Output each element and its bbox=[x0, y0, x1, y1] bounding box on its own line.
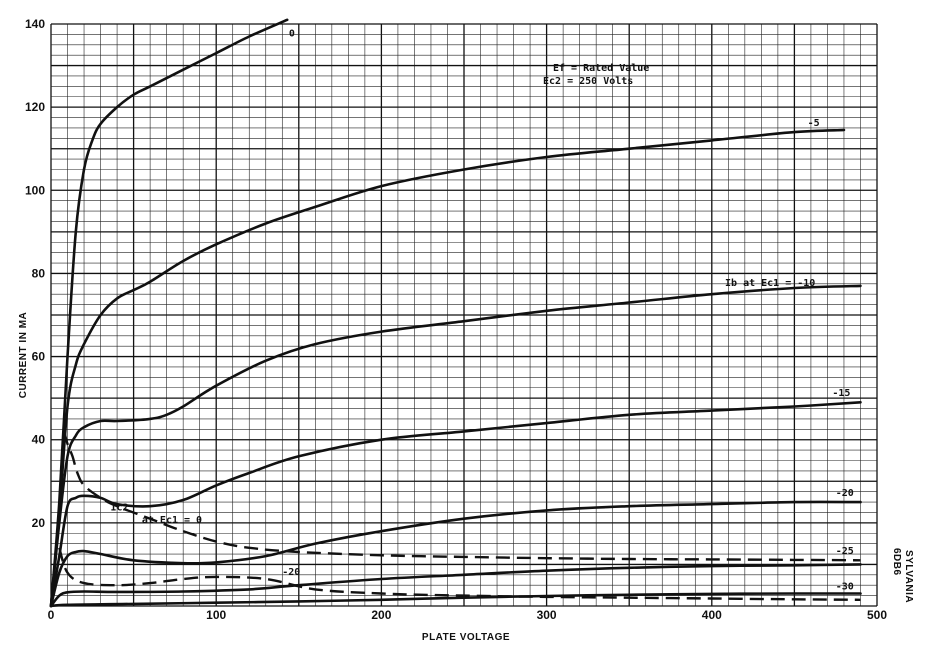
plate-current-curve bbox=[49, 401, 862, 608]
y-tick-label: 80 bbox=[32, 266, 46, 280]
y-axis-title: CURRENT IN MA bbox=[18, 312, 29, 399]
plate-current-curve bbox=[49, 284, 862, 608]
y-tick-label: 140 bbox=[25, 17, 45, 31]
x-axis-ticks: 0 100 200 300 400 500 bbox=[48, 608, 888, 622]
screen-current-curve bbox=[63, 431, 861, 562]
condition-line-1: Ef = Rated Value bbox=[553, 63, 649, 74]
plate-current-curve bbox=[49, 563, 862, 608]
curve-label: Ic2 bbox=[110, 502, 128, 513]
tube-type: 6DB6 bbox=[891, 548, 902, 576]
y-tick-label: 20 bbox=[32, 516, 46, 530]
x-tick-label: 300 bbox=[537, 608, 557, 622]
curve-labels: 0 -5 Ib at Ec1 = -10 -15 -20 -25 -30 Ic2 at Ec1 … bbox=[110, 28, 853, 592]
y-axis-ticks: 20 40 60 80 100 120 140 bbox=[25, 17, 45, 530]
curves bbox=[49, 18, 862, 608]
y-tick-label: 40 bbox=[32, 433, 46, 447]
plate-current-curve bbox=[49, 18, 289, 608]
condition-line-2: Ec2 = 250 Volts bbox=[543, 76, 633, 87]
x-tick-label: 500 bbox=[867, 608, 887, 622]
curve-label: at Ec1 = 0 bbox=[142, 515, 202, 526]
curve-label: -30 bbox=[836, 581, 854, 592]
brand-label: SYLVANIA 6DB6 bbox=[891, 548, 914, 603]
curve-label: Ib at Ec1 = -10 bbox=[725, 278, 815, 289]
curve-label: -20 bbox=[836, 488, 854, 499]
x-tick-label: 200 bbox=[371, 608, 391, 622]
screen-current-curve bbox=[58, 547, 861, 601]
plate-current-curve bbox=[49, 500, 862, 608]
y-tick-label: 120 bbox=[25, 100, 45, 114]
curve-label: -20 bbox=[282, 567, 300, 578]
x-tick-label: 100 bbox=[206, 608, 226, 622]
x-tick-label: 0 bbox=[48, 608, 55, 622]
brand-name: SYLVANIA bbox=[903, 550, 914, 603]
plate-current-curve bbox=[49, 128, 846, 608]
plate-current-curve bbox=[49, 592, 862, 608]
curve-label: -15 bbox=[832, 388, 850, 399]
x-tick-label: 400 bbox=[702, 608, 722, 622]
curve-label: 0 bbox=[289, 28, 295, 39]
curve-label: -5 bbox=[808, 118, 820, 129]
y-tick-label: 100 bbox=[25, 183, 45, 197]
x-axis-title: PLATE VOLTAGE bbox=[422, 632, 510, 643]
y-tick-label: 60 bbox=[32, 350, 46, 364]
curve-label: -25 bbox=[836, 546, 854, 557]
